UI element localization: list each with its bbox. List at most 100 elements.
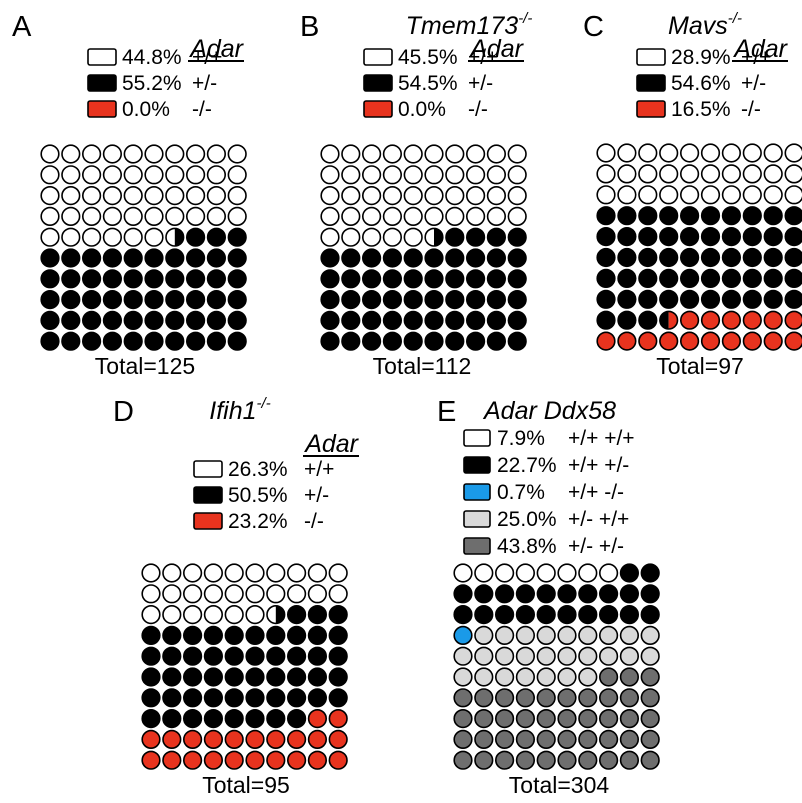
waffle-dot (162, 646, 182, 666)
waffle-dot (638, 331, 658, 351)
legend-genotype: +/+ (304, 458, 334, 481)
waffle-dot (183, 563, 203, 583)
waffle-dot (341, 165, 361, 185)
waffle-dot (536, 708, 556, 729)
waffle-dot (203, 563, 223, 583)
waffle-dot (227, 227, 247, 247)
panels-group: A Adar 44.8% +/+ 55.2% +/- 0.0% -/- Total=125 B Tm… (12, 10, 802, 798)
waffle-dot (445, 165, 465, 185)
waffle-dot (763, 268, 783, 289)
waffle-dot (659, 143, 679, 163)
waffle-dot (227, 206, 247, 226)
waffle-dot (382, 186, 403, 206)
waffle-dot (341, 331, 361, 351)
waffle-dot (453, 604, 473, 625)
waffle-dot (165, 331, 185, 351)
waffle-dot (474, 688, 494, 708)
waffle-dot (362, 248, 382, 268)
waffle-dot (659, 331, 679, 351)
waffle-dot (362, 186, 382, 206)
waffle-dot (598, 708, 619, 729)
waffle-dot (186, 186, 206, 206)
waffle-dot (763, 164, 783, 184)
waffle-dot (183, 646, 203, 666)
waffle-dot (162, 667, 182, 687)
legend-swatch (636, 74, 666, 92)
waffle-dot (578, 563, 598, 583)
legend-percent: 25.0% (497, 508, 557, 531)
waffle-dot (598, 750, 619, 770)
waffle-dot (123, 144, 143, 164)
waffle-dot (328, 584, 348, 604)
waffle-dot (424, 144, 444, 164)
legend: 26.3% +/+ 50.5% +/- 23.2% -/- (193, 458, 334, 533)
waffle-dot (245, 646, 265, 666)
waffle-dot (307, 563, 328, 583)
waffle-dot (183, 667, 203, 687)
waffle-dot (165, 165, 185, 185)
waffle-dot (495, 750, 515, 770)
waffle-dot (507, 290, 527, 310)
waffle-dot (320, 144, 340, 164)
waffle-dot (61, 227, 81, 247)
waffle-dot (495, 584, 515, 604)
waffle-dot (679, 164, 700, 184)
legend-genotype: -/- (741, 98, 761, 121)
waffle-dot (203, 646, 223, 666)
legend-swatch (363, 100, 393, 118)
waffle-dot (495, 667, 515, 687)
waffle-dot (362, 310, 382, 331)
waffle-dot (617, 268, 637, 289)
waffle-dot (245, 604, 265, 625)
waffle-dot (578, 646, 598, 666)
waffle-dot (638, 206, 658, 226)
waffle-dot (203, 667, 223, 687)
waffle-dot (578, 625, 598, 646)
legend-percent: 7.9% (497, 427, 545, 450)
waffle-dot (445, 248, 465, 268)
waffle-dot (598, 563, 619, 583)
waffle-dot (224, 667, 244, 687)
waffle-dot (287, 729, 307, 750)
waffle-dot (596, 289, 616, 309)
waffle-dot (466, 248, 486, 268)
waffle-dot (341, 227, 361, 247)
waffle-dot (307, 750, 328, 770)
waffle-dot (578, 708, 598, 729)
waffle-dot (515, 667, 536, 687)
waffle-dot (640, 708, 660, 729)
legend-swatch (463, 510, 491, 528)
waffle-grid (320, 144, 527, 351)
waffle-dot (445, 269, 465, 289)
waffle-dot (102, 310, 122, 331)
waffle-dot (123, 165, 143, 185)
waffle-dot (784, 206, 802, 226)
waffle-dot (507, 165, 527, 185)
waffle-dot (474, 667, 494, 687)
waffle-dot (203, 584, 223, 604)
legend-percent: 54.6% (671, 72, 731, 95)
legend-percent: 16.5% (671, 98, 731, 121)
waffle-dot (40, 227, 60, 247)
waffle-dot (382, 290, 403, 310)
waffle-dot (486, 290, 507, 310)
waffle-dot (141, 750, 161, 770)
waffle-dot (245, 563, 265, 583)
waffle-dot (474, 584, 494, 604)
waffle-dot (165, 310, 185, 331)
waffle-dot (61, 206, 81, 226)
waffle-dot (266, 708, 286, 729)
waffle-dot (515, 584, 536, 604)
waffle-dot (659, 206, 679, 226)
waffle-dot (536, 688, 556, 708)
waffle-dot (557, 646, 577, 666)
waffle-dot (721, 227, 742, 247)
waffle-dot (486, 165, 507, 185)
waffle-dot (224, 584, 244, 604)
waffle-dot (40, 248, 60, 268)
waffle-dot (203, 688, 223, 708)
waffle-dot (507, 206, 527, 226)
waffle-dot (515, 729, 536, 750)
